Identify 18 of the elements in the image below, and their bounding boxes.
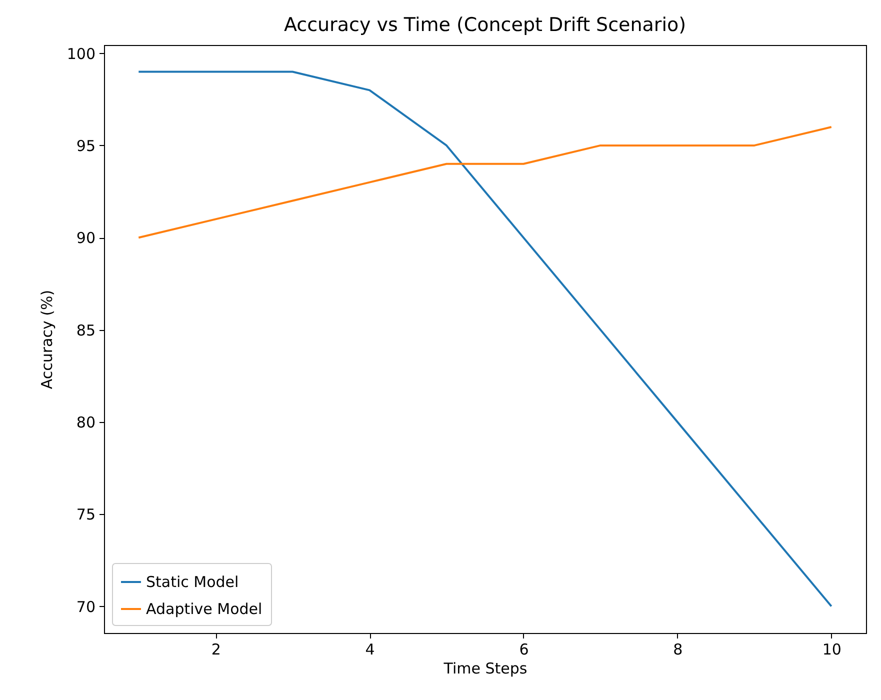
y-tick-label: 80: [76, 413, 96, 432]
legend-label: Adaptive Model: [146, 600, 262, 618]
chart-title: Accuracy vs Time (Concept Drift Scenario): [284, 14, 686, 36]
y-tick-label: 90: [76, 229, 96, 248]
line-series: [138, 126, 832, 239]
legend-label: Static Model: [146, 573, 239, 591]
x-tick-label: 6: [519, 640, 529, 658]
x-axis-title: Time Steps: [442, 660, 528, 678]
y-tick-label: 75: [76, 506, 96, 524]
x-tick-label: 4: [365, 640, 375, 658]
y-tick-label: 100: [66, 44, 96, 63]
y-tick-label: 85: [76, 321, 96, 340]
x-tick-label: 2: [211, 640, 221, 658]
y-tick-label: 70: [76, 598, 96, 616]
y-axis-title: Accuracy (%): [38, 290, 56, 390]
x-tick-label: 10: [822, 640, 842, 658]
y-tick-label: 95: [76, 136, 96, 155]
x-tick-label: 8: [673, 640, 683, 658]
